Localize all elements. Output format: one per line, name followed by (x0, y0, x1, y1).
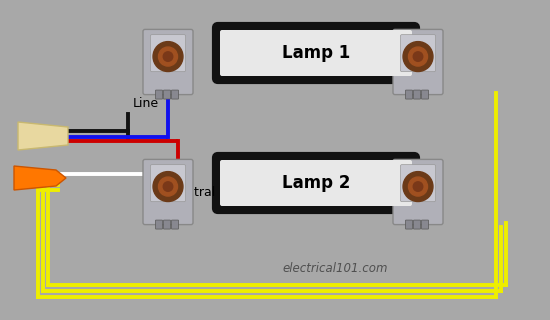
FancyBboxPatch shape (214, 24, 418, 82)
Text: Lamp 1: Lamp 1 (282, 44, 350, 62)
FancyBboxPatch shape (220, 30, 412, 76)
Circle shape (153, 42, 183, 72)
FancyBboxPatch shape (150, 35, 185, 72)
FancyBboxPatch shape (156, 90, 162, 99)
Text: Lamp 2: Lamp 2 (282, 174, 350, 192)
FancyBboxPatch shape (172, 220, 179, 229)
FancyBboxPatch shape (405, 90, 412, 99)
Polygon shape (18, 122, 68, 150)
FancyBboxPatch shape (414, 90, 421, 99)
Circle shape (413, 182, 423, 191)
Polygon shape (14, 166, 66, 190)
FancyBboxPatch shape (393, 29, 443, 95)
FancyBboxPatch shape (143, 29, 193, 95)
FancyBboxPatch shape (393, 159, 443, 225)
FancyBboxPatch shape (214, 154, 418, 212)
Circle shape (158, 177, 178, 196)
FancyBboxPatch shape (414, 220, 421, 229)
Circle shape (403, 42, 433, 72)
FancyBboxPatch shape (421, 90, 428, 99)
Circle shape (409, 177, 427, 196)
FancyBboxPatch shape (421, 220, 428, 229)
FancyBboxPatch shape (220, 160, 412, 206)
FancyBboxPatch shape (172, 90, 179, 99)
Circle shape (403, 172, 433, 202)
FancyBboxPatch shape (143, 159, 193, 225)
Circle shape (153, 172, 183, 202)
Circle shape (413, 52, 423, 61)
FancyBboxPatch shape (156, 220, 162, 229)
FancyBboxPatch shape (405, 220, 412, 229)
Circle shape (163, 182, 173, 191)
Circle shape (409, 47, 427, 66)
FancyBboxPatch shape (400, 35, 436, 72)
FancyBboxPatch shape (400, 165, 436, 202)
Text: Line: Line (133, 97, 159, 110)
Circle shape (163, 52, 173, 61)
Text: electrical101.com: electrical101.com (282, 261, 388, 275)
FancyBboxPatch shape (163, 90, 170, 99)
FancyBboxPatch shape (150, 165, 185, 202)
FancyBboxPatch shape (163, 220, 170, 229)
Circle shape (158, 47, 178, 66)
Text: Neutral: Neutral (170, 186, 216, 199)
